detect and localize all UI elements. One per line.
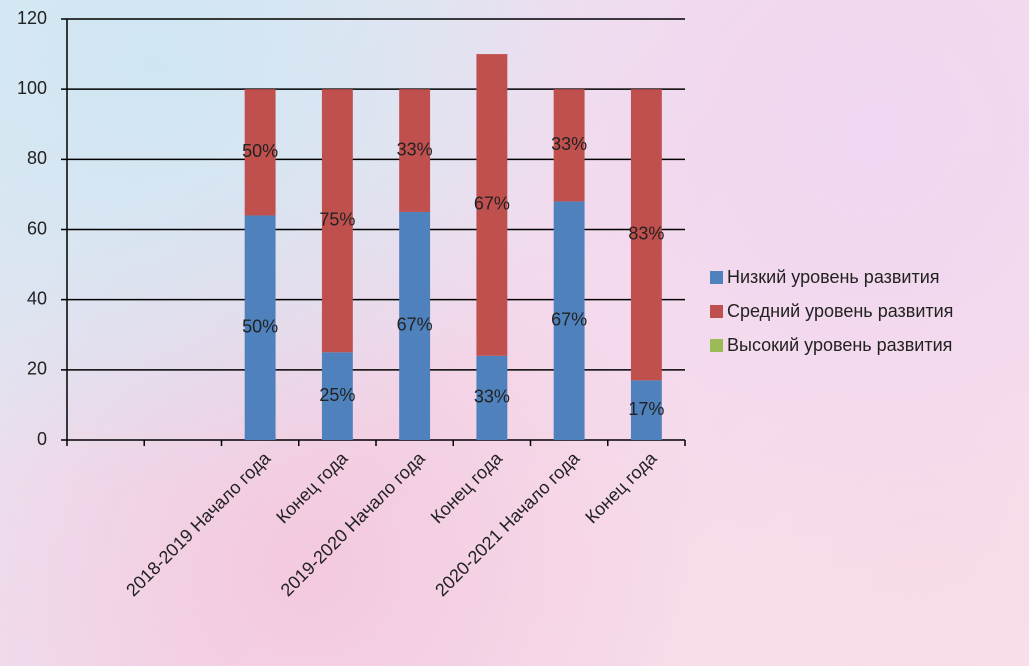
x-tick-label: Конец года [581, 447, 661, 527]
bar-segment [399, 89, 431, 212]
bar-segment [630, 89, 662, 381]
data-label: 67% [551, 309, 587, 329]
x-tick-label: 2019-2020 Начало года [277, 447, 430, 600]
bar-segment [476, 355, 508, 440]
y-tick-label: 20 [27, 359, 47, 379]
legend-item: Низкий уровень развития [710, 262, 1010, 292]
x-tick-label: 2018-2019 Начало года [122, 447, 275, 600]
data-label: 33% [474, 387, 510, 407]
legend-swatch [710, 339, 723, 352]
y-tick-label: 60 [27, 218, 47, 238]
data-label: 50% [242, 141, 278, 161]
data-label: 50% [242, 316, 278, 336]
legend: Низкий уровень развития Средний уровень р… [710, 262, 1010, 364]
data-label: 33% [551, 134, 587, 154]
legend-item: Высокий уровень развития [710, 330, 1010, 360]
bar-segment [321, 352, 353, 440]
data-label: 25% [319, 385, 355, 405]
bar-segment [321, 89, 353, 353]
legend-swatch [710, 305, 723, 318]
legend-label: Средний уровень развития [727, 301, 954, 321]
bar-segment [553, 201, 585, 440]
x-tick-label: 2020-2021 Начало года [431, 447, 584, 600]
legend-label: Низкий уровень развития [727, 267, 940, 287]
data-label: 67% [397, 315, 433, 335]
y-tick-label: 80 [27, 148, 47, 168]
bar-segment [630, 380, 662, 440]
y-tick-label: 0 [37, 429, 47, 449]
bar-segment [476, 54, 508, 356]
bar-segment [399, 211, 431, 440]
bar-segment [244, 215, 276, 440]
data-label: 67% [474, 194, 510, 214]
data-label: 17% [628, 399, 664, 419]
bar-segment [244, 89, 276, 216]
bar-segment [553, 89, 585, 202]
legend-label: Высокий уровень развития [727, 335, 953, 355]
y-tick-label: 40 [27, 288, 47, 308]
data-label: 33% [397, 139, 433, 159]
x-tick-label: Конец года [427, 447, 507, 527]
data-label: 75% [319, 209, 355, 229]
y-tick-label: 100 [17, 78, 47, 98]
legend-item: Средний уровень развития [710, 296, 1010, 326]
y-tick-label: 120 [17, 8, 47, 28]
legend-swatch [710, 271, 723, 284]
x-tick-label: Конец года [272, 447, 352, 527]
data-label: 83% [628, 224, 664, 244]
